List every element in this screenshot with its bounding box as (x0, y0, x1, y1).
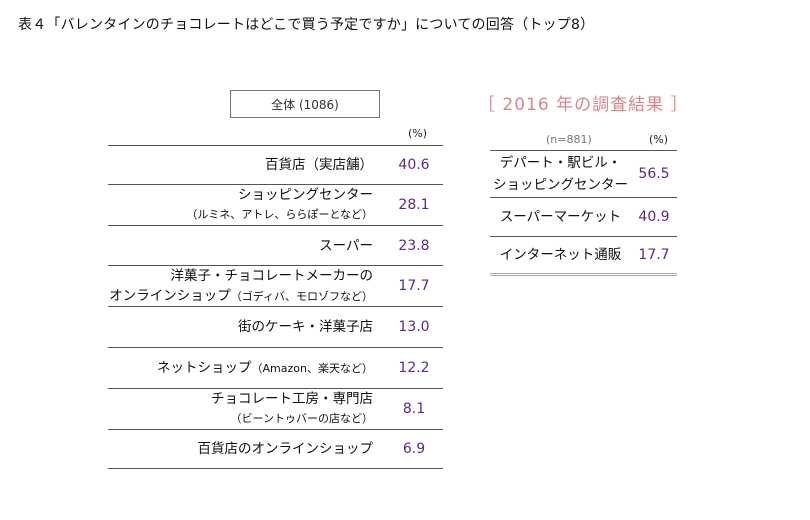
row-label: 街のケーキ・洋菓子店 (238, 319, 373, 335)
row-value: 23.8 (398, 237, 430, 254)
row-value: 40.9 (638, 209, 670, 225)
row-value: 28.1 (398, 197, 430, 213)
row-label: スーパーマーケット (499, 209, 622, 225)
table-row: デパート・駅ビル・ ショッピングセンター 56.5 (490, 150, 677, 197)
row-value: 6.9 (402, 441, 426, 457)
row-value: 13.0 (398, 319, 430, 335)
sample-size-label: (n=881) (546, 133, 592, 146)
row-label: チョコレート工房・専門店 （ビーントゥバーの店など） (211, 391, 373, 425)
row-label: デパート・駅ビル・ ショッピングセンター (493, 155, 628, 193)
row-label: ショッピングセンター （ルミネ、アトレ、ららぽーとなど） (186, 187, 373, 221)
table-row: 百貨店のオンラインショップ 6.9 (108, 429, 443, 469)
table-row: インターネット通販 17.7 (490, 236, 677, 276)
row-value: 8.1 (402, 401, 426, 417)
table-row: スーパーマーケット 40.9 (490, 197, 677, 236)
results-2016-table: デパート・駅ビル・ ショッピングセンター 56.5 スーパーマーケット 40.9… (490, 150, 677, 276)
table-row: チョコレート工房・専門店 （ビーントゥバーの店など） 8.1 (108, 388, 443, 429)
row-value: 17.7 (638, 247, 670, 263)
row-value: 17.7 (398, 278, 430, 294)
table-row: 百貨店（実店舗） 40.6 (108, 145, 443, 184)
table-row: ショッピングセンター （ルミネ、アトレ、ららぽーとなど） 28.1 (108, 184, 443, 225)
total-label-box: 全体 (1086) (230, 90, 380, 118)
page-title: 表４「バレンタインのチョコレートはどこで買う予定ですか」についての回答（トップ8… (18, 17, 595, 33)
row-value: 40.6 (398, 157, 430, 173)
row-label: 百貨店のオンラインショップ (197, 441, 374, 457)
table-row: スーパー 23.8 (108, 225, 443, 265)
row-label: 洋菓子・チョコレートメーカーの オンラインショップ（ゴディバ、モロゾフなど） (109, 267, 373, 304)
row-value: 56.5 (638, 166, 670, 182)
pct-header-left: (%) (408, 127, 428, 140)
survey-2016-heading: ［ 2016 年の調査結果 ］ (478, 95, 689, 115)
row-label: インターネット通販 (499, 247, 622, 263)
row-value: 12.2 (398, 360, 430, 376)
row-label: スーパー (319, 237, 373, 254)
pct-header-right: (%) (649, 133, 669, 146)
table-row: 洋菓子・チョコレートメーカーの オンラインショップ（ゴディバ、モロゾフなど） 1… (108, 265, 443, 306)
table-row: 街のケーキ・洋菓子店 13.0 (108, 306, 443, 347)
table-row: ネットショップ（Amazon、楽天など） 12.2 (108, 347, 443, 388)
results-table: 百貨店（実店舗） 40.6 ショッピングセンター （ルミネ、アトレ、ららぽーとな… (108, 145, 443, 469)
row-label: ネットショップ（Amazon、楽天など） (157, 359, 373, 376)
row-label: 百貨店（実店舗） (265, 157, 373, 173)
